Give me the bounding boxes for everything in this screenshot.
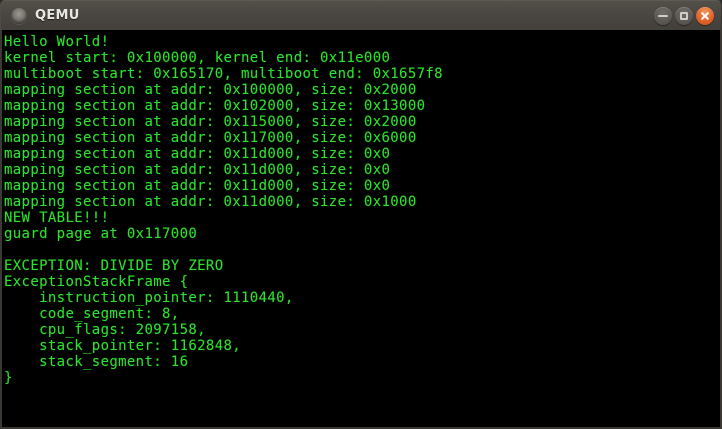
terminal-line: mapping section at addr: 0x11d000, size:… — [4, 146, 391, 162]
terminal-line: ExceptionStackFrame { — [4, 274, 189, 290]
terminal-line: code_segment: 8, — [4, 306, 180, 322]
terminal-line: multiboot start: 0x165170, multiboot end… — [4, 66, 443, 82]
window-controls — [654, 1, 714, 31]
qemu-app-icon — [11, 7, 27, 24]
terminal-line — [4, 242, 720, 258]
terminal-frame: Hello World! kernel start: 0x100000, kern… — [0, 30, 722, 429]
terminal-line: guard page at 0x117000 — [4, 226, 198, 242]
terminal-line: mapping section at addr: 0x11d000, size:… — [4, 178, 391, 194]
maximize-button[interactable] — [675, 7, 693, 25]
minimize-button[interactable] — [654, 7, 672, 25]
close-button[interactable] — [696, 7, 714, 25]
terminal-line: Hello World! — [4, 34, 110, 50]
terminal-line: cpu_flags: 2097158, — [4, 322, 206, 338]
terminal-line: instruction_pointer: 1110440, — [4, 290, 294, 306]
terminal-line: NEW TABLE!!! — [4, 210, 110, 226]
terminal-line: mapping section at addr: 0x11d000, size:… — [4, 162, 391, 178]
terminal-line: EXCEPTION: DIVIDE BY ZERO — [4, 258, 224, 274]
terminal-line: mapping section at addr: 0x115000, size:… — [4, 114, 417, 130]
terminal-line: mapping section at addr: 0x11d000, size:… — [4, 194, 417, 210]
window-title: QEMU — [35, 8, 80, 23]
window-titlebar[interactable]: QEMU — [0, 0, 722, 30]
terminal-line: kernel start: 0x100000, kernel end: 0x11… — [4, 50, 391, 66]
terminal-line: stack_pointer: 1162848, — [4, 338, 242, 354]
terminal-line: mapping section at addr: 0x102000, size:… — [4, 98, 426, 114]
terminal-line: mapping section at addr: 0x117000, size:… — [4, 130, 417, 146]
terminal-line: stack_segment: 16 — [4, 354, 189, 370]
terminal-line: mapping section at addr: 0x100000, size:… — [4, 82, 417, 98]
terminal-output[interactable]: Hello World! kernel start: 0x100000, kern… — [2, 30, 720, 427]
terminal-line: } — [4, 370, 13, 386]
